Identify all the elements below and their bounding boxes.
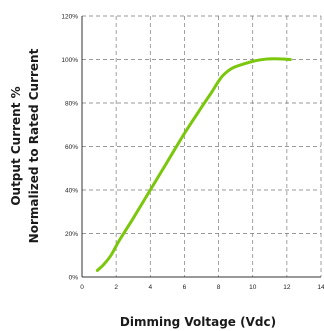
- y-tick-label: 120%: [61, 13, 78, 20]
- y-tick-label: 0%: [69, 274, 79, 281]
- x-tick-label: 6: [183, 284, 187, 291]
- x-axis-title: Dimming Voltage (Vdc): [120, 315, 276, 329]
- y-axis-title-line-2: Normalized to Rated Current: [27, 48, 41, 243]
- x-tick-label: 10: [249, 284, 257, 291]
- y-tick-label: 100%: [61, 57, 78, 64]
- x-tick-label: 12: [283, 284, 291, 291]
- x-tick-label: 8: [217, 284, 221, 291]
- y-tick-label: 20%: [65, 231, 78, 238]
- y-axis-title-line-1: Output Current %: [9, 86, 23, 205]
- y-tick-label: 60%: [65, 144, 78, 151]
- y-tick-label: 40%: [65, 187, 78, 194]
- x-tick-label: 4: [148, 284, 152, 291]
- x-tick-labels: 0 2 4 6 8 10 12 14: [80, 284, 324, 291]
- series-line-0: [95, 57, 292, 272]
- x-tick-label: 0: [80, 284, 84, 291]
- x-tick-label: 14: [317, 284, 324, 291]
- x-tick-label: 2: [114, 284, 118, 291]
- grid: [82, 15, 322, 277]
- axes: [81, 16, 321, 278]
- y-tick-labels: 0% 20% 40% 60% 80% 100% 120%: [61, 13, 78, 281]
- y-tick-label: 80%: [65, 100, 78, 107]
- series: [95, 57, 292, 272]
